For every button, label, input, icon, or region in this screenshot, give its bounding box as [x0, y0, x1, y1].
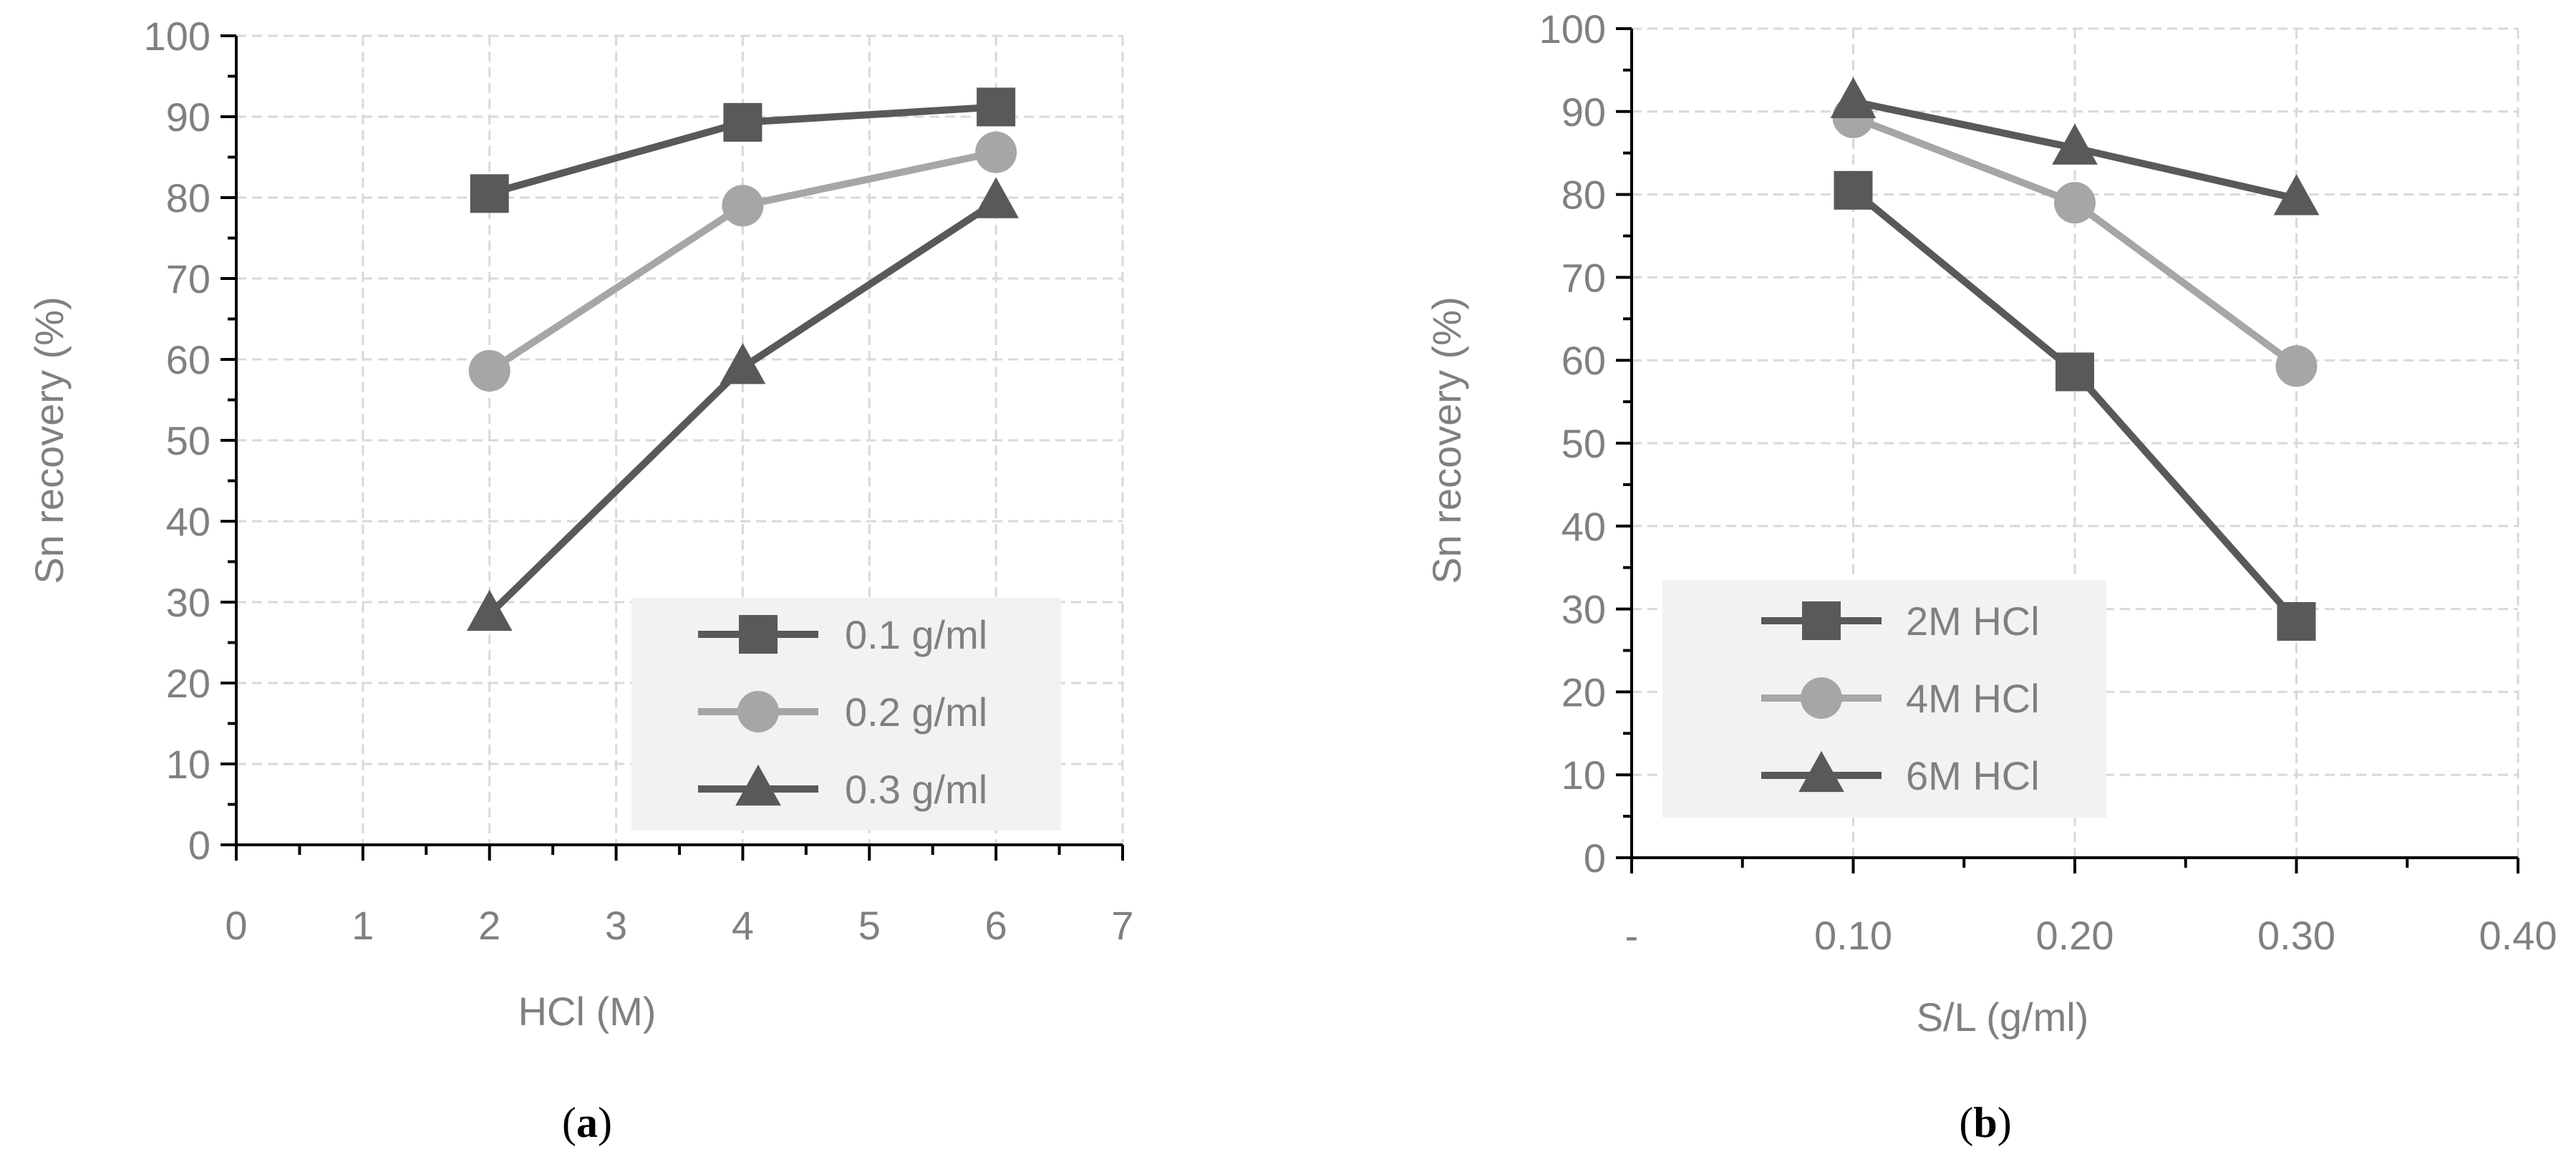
- data-point: [1830, 77, 1877, 119]
- data-point: [2275, 345, 2318, 387]
- y-tick-label: 60: [1561, 338, 1606, 383]
- y-tick-label: 40: [1561, 504, 1606, 549]
- x-axis-title: S/L (g/ml): [1917, 994, 2089, 1040]
- x-tick-label: 0.10: [1814, 913, 1892, 958]
- x-tick-label: 3: [605, 903, 627, 948]
- data-point: [973, 177, 1020, 218]
- data-point: [722, 185, 764, 227]
- y-tick-label: 10: [166, 742, 210, 787]
- y-tick-label: 80: [166, 175, 210, 221]
- data-point: [723, 102, 762, 142]
- y-axis-title: Sn recovery (%): [26, 296, 72, 584]
- y-tick-label: 100: [144, 14, 210, 59]
- y-tick-label: 90: [166, 95, 210, 140]
- y-tick-label: 20: [166, 661, 210, 706]
- x-tick-label: 4: [732, 903, 754, 948]
- y-tick-label: 30: [166, 580, 210, 625]
- data-point: [720, 343, 766, 384]
- legend-marker: [1798, 750, 1844, 793]
- y-tick-label: 50: [166, 418, 210, 463]
- chart-b: 0 10 20 30 40 50 60 70 80 90 100 - 0.10 0.20 0.30 0.40 S…: [1424, 6, 2557, 1146]
- x-tick-label: 5: [858, 903, 881, 948]
- figure-caption: (b): [1959, 1099, 2011, 1146]
- data-point: [466, 589, 513, 631]
- data-point: [2273, 174, 2320, 216]
- data-point: [1834, 170, 1873, 210]
- y-tick-label: 0: [1584, 836, 1606, 881]
- legend-marker: [737, 691, 779, 732]
- y-tick-label: 90: [1561, 89, 1606, 135]
- figure-caption: (a): [562, 1099, 612, 1146]
- data-point: [2056, 352, 2094, 392]
- legend: 0.1 g/ml 0.2 g/ml 0.3 g/ml: [631, 598, 1061, 831]
- y-axis-title: Sn recovery (%): [1424, 296, 1469, 584]
- legend-box: [1662, 580, 2106, 818]
- caption-letter: b: [1973, 1099, 1997, 1146]
- data-point: [2054, 182, 2096, 224]
- y-tick-label: 70: [166, 256, 210, 301]
- legend-entry-label: 0.1 g/ml: [845, 612, 987, 657]
- y-tick-label: 100: [1539, 6, 1606, 52]
- x-axis-title: HCl (M): [518, 989, 657, 1034]
- x-tick-label: 0.20: [2036, 913, 2114, 958]
- chart-a: 0 10 20 30 40 50 60 70 80 90 100 0 1 2 3 4 5 6 7 HCl (M) Sn …: [26, 14, 1134, 1146]
- x-tick-label: 0.40: [2479, 913, 2557, 958]
- x-tick-label: 2: [478, 903, 500, 948]
- x-tick-label: 1: [352, 903, 374, 948]
- x-tick-label: 0.30: [2257, 913, 2335, 958]
- y-tick-label: 80: [1561, 173, 1606, 218]
- y-tick-label: 40: [166, 499, 210, 544]
- data-point: [2052, 123, 2098, 165]
- legend-entry-label: 4M HCl: [1906, 676, 2040, 721]
- y-tick-label: 0: [188, 823, 210, 868]
- caption-letter: a: [576, 1099, 598, 1146]
- x-tick-label: 6: [985, 903, 1007, 948]
- legend-entry-label: 0.3 g/ml: [845, 767, 987, 812]
- y-tick-label: 10: [1561, 752, 1606, 798]
- y-tick-label: 70: [1561, 255, 1606, 300]
- caption-paren-close: ): [1998, 1099, 2012, 1146]
- caption-paren-open: (: [562, 1099, 576, 1146]
- legend-marker: [1801, 677, 1842, 719]
- x-tick-label: 0: [225, 903, 247, 948]
- data-point: [470, 174, 509, 213]
- y-tick-label: 60: [166, 337, 210, 382]
- legend-marker: [1802, 601, 1841, 640]
- legend-marker: [735, 764, 781, 806]
- data-point: [468, 349, 510, 392]
- caption-paren-open: (: [1959, 1099, 1973, 1146]
- x-tick-label: 7: [1111, 903, 1133, 948]
- legend-marker: [739, 615, 778, 654]
- legend-entry-label: 6M HCl: [1906, 753, 2040, 798]
- y-tick-label: 50: [1561, 421, 1606, 466]
- data-point: [977, 87, 1016, 127]
- data-point: [2277, 601, 2316, 641]
- y-tick-label: 20: [1561, 669, 1606, 715]
- x-tick-label: -: [1625, 913, 1639, 958]
- legend: 2M HCl 4M HCl 6M HCl: [1662, 580, 2106, 818]
- legend-entry-label: 0.2 g/ml: [845, 689, 987, 735]
- y-tick-label: 30: [1561, 587, 1606, 632]
- legend-entry-label: 2M HCl: [1906, 599, 2040, 644]
- caption-paren-close: ): [598, 1099, 612, 1146]
- data-point: [975, 131, 1017, 173]
